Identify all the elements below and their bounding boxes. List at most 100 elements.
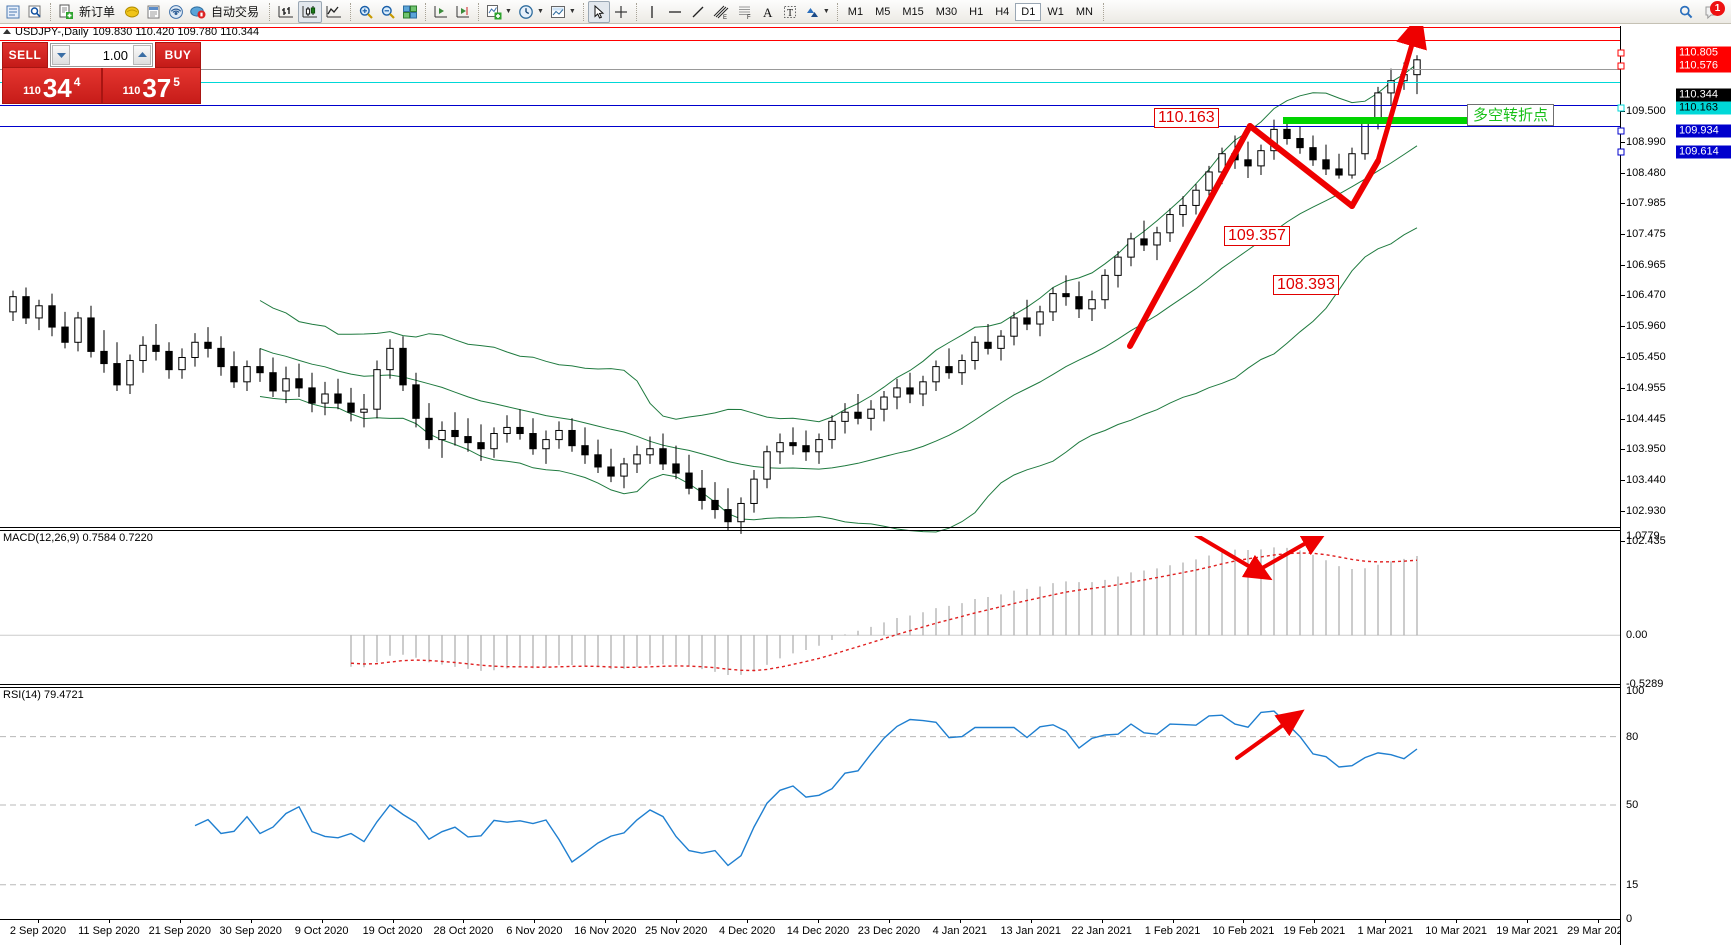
templates-button[interactable]: ▼ <box>547 1 579 23</box>
price-tag-110-163[interactable]: 110.163 <box>1676 101 1731 115</box>
timeframe-w1[interactable]: W1 <box>1047 5 1064 18</box>
price-tag-handle[interactable] <box>1617 62 1625 70</box>
new-order-button[interactable]: 新订单 <box>55 1 121 23</box>
arrows-tool-button[interactable]: ▼ <box>801 1 833 23</box>
buy-price-fraction: 5 <box>173 75 180 89</box>
date-tick-label: 9 Oct 2020 <box>294 925 349 937</box>
buy-button[interactable]: BUY <box>155 42 201 68</box>
timeframe-m1[interactable]: M1 <box>847 5 864 18</box>
rsi-pane-separator-top <box>0 684 1731 685</box>
price-tag-handle[interactable] <box>1617 127 1625 135</box>
price-tag-handle[interactable] <box>1617 49 1625 57</box>
price-pane[interactable] <box>0 26 1620 543</box>
annotation-108393[interactable]: 108.393 <box>1273 275 1339 295</box>
chevron-down-icon[interactable]: ▼ <box>505 8 512 15</box>
buy-price-main: 37 <box>142 73 172 104</box>
date-tick-mark <box>1030 919 1032 923</box>
period-separator-button[interactable]: ▼ <box>515 1 547 23</box>
symbol-search-icon-button[interactable] <box>24 1 46 23</box>
x-axis-date-labels: 2 Sep 2020 11 Sep 2020 21 Sep 2020 30 Sep 2… <box>0 919 1629 945</box>
autotrading-button[interactable]: 自动交易 <box>187 1 265 23</box>
tile-windows-icon-button[interactable] <box>399 1 421 23</box>
price-tick-label: 108.990 <box>1626 136 1666 149</box>
price-tick-mark <box>1621 326 1625 328</box>
timeframe-mn[interactable]: MN <box>1075 5 1093 18</box>
zoom-in-button[interactable] <box>355 1 377 23</box>
zoom-out-button[interactable] <box>377 1 399 23</box>
sell-price-display[interactable]: 110 34 4 <box>2 68 102 104</box>
chevron-down-icon-2[interactable]: ▼ <box>536 8 544 15</box>
price-tick-label: 106.965 <box>1626 259 1666 272</box>
price-tag-handle[interactable] <box>1617 148 1625 156</box>
expert-advisors-icon-button[interactable] <box>121 1 143 23</box>
price-axis[interactable]: 109.500 108.990 108.480 107.985 107.475 106.9… <box>1617 26 1731 945</box>
volume-value[interactable]: 1.00 <box>70 44 133 66</box>
macd-tick-label: -0.5289 <box>1626 678 1664 690</box>
volume-stepper[interactable]: 1.00 <box>50 43 153 67</box>
notifications-icon-button[interactable]: 1 <box>1701 0 1725 23</box>
signals-icon-button[interactable] <box>165 1 187 23</box>
date-tick-label: 10 Mar 2021 <box>1425 925 1488 937</box>
annotation-turning-point[interactable]: 多空转折点 <box>1467 104 1555 126</box>
rsi-tick-label: 100 <box>1626 685 1645 697</box>
rsi-tick-label: 0 <box>1626 913 1633 925</box>
date-tick-label: 25 Nov 2020 <box>644 925 708 937</box>
timeframe-m30[interactable]: M30 <box>935 5 958 18</box>
add-indicator-button[interactable]: ▼ <box>483 1 515 23</box>
date-tick-label: 16 Nov 2020 <box>574 925 637 937</box>
price-tag-109-614[interactable]: 109.614 <box>1676 145 1731 159</box>
annotation-109357[interactable]: 109.357 <box>1224 226 1290 246</box>
price-tick-label: 107.475 <box>1626 228 1666 241</box>
timeframe-h4[interactable]: H4 <box>995 5 1010 18</box>
candlestick-chart-icon-button[interactable] <box>298 0 323 23</box>
volume-decrease-icon[interactable] <box>52 45 70 65</box>
date-tick-mark <box>1385 919 1387 923</box>
cursor-tool-button[interactable] <box>587 0 610 23</box>
date-tick-label: 11 Sep 2020 <box>78 925 140 937</box>
date-tick-label: 6 Nov 2020 <box>506 925 563 937</box>
horizontal-line-tool-button[interactable] <box>663 1 687 23</box>
line-chart-icon-button[interactable] <box>322 1 346 23</box>
shift-chart-button[interactable] <box>430 1 452 23</box>
date-tick-label: 4 Jan 2021 <box>932 925 988 937</box>
price-tick-mark <box>1621 448 1625 450</box>
terminal-icon-button[interactable] <box>2 1 24 23</box>
vertical-line-tool-button[interactable] <box>641 1 663 23</box>
macd-pane[interactable] <box>0 536 1620 684</box>
date-tick-label: 30 Sep 2020 <box>219 925 282 937</box>
bar-chart-icon-button[interactable] <box>274 1 298 23</box>
chevron-down-icon-3[interactable]: ▼ <box>568 8 576 15</box>
buy-price-display[interactable]: 110 37 5 <box>101 68 201 104</box>
timeframe-d1[interactable]: D1 <box>1015 2 1042 21</box>
collapse-triangle-icon[interactable] <box>3 29 11 34</box>
data-window-icon-button[interactable] <box>143 1 165 23</box>
price-tag-110-344[interactable]: 110.344 <box>1676 88 1731 102</box>
timeframe-h1[interactable]: H1 <box>969 5 984 18</box>
sell-button[interactable]: SELL <box>2 42 48 68</box>
crosshair-tool-button[interactable] <box>610 1 632 23</box>
price-tick-mark <box>1621 510 1625 512</box>
text-label-tool-button[interactable]: T <box>779 1 801 23</box>
auto-scroll-button[interactable] <box>452 1 474 23</box>
annotation-110163[interactable]: 110.163 <box>1154 108 1219 128</box>
toolbar-separator-8 <box>836 2 838 21</box>
price-tag-110-576[interactable]: 110.576 <box>1676 59 1731 73</box>
rsi-pane[interactable] <box>0 691 1620 919</box>
chevron-down-icon-4[interactable]: ▼ <box>822 8 830 15</box>
volume-increase-icon[interactable] <box>133 45 151 65</box>
trendline-tool-button[interactable] <box>687 1 709 23</box>
price-tag-handle[interactable] <box>1617 104 1625 112</box>
price-tag-110-805[interactable]: 110.805 <box>1676 46 1731 60</box>
text-tool-button[interactable]: A <box>757 1 779 23</box>
date-tick-label: 10 Feb 2021 <box>1212 925 1275 937</box>
toolbar-separator-2 <box>269 2 271 21</box>
fibonacci-tool-button[interactable]: F <box>733 1 757 23</box>
chart-area[interactable]: 110.163 109.357 108.393 多空转折点 MACD(12,26… <box>0 26 1731 945</box>
search-icon-button[interactable] <box>1675 1 1697 23</box>
one-click-trading-panel[interactable]: SELL 1.00 BUY 110 34 4 110 37 5 <box>2 42 201 104</box>
price-tag-109-934[interactable]: 109.934 <box>1676 124 1731 138</box>
timeframe-m15[interactable]: M15 <box>902 5 924 18</box>
date-tick-label: 19 Oct 2020 <box>362 925 423 937</box>
timeframe-m5[interactable]: M5 <box>875 5 891 18</box>
equidistant-channel-tool-button[interactable]: E <box>709 1 733 23</box>
